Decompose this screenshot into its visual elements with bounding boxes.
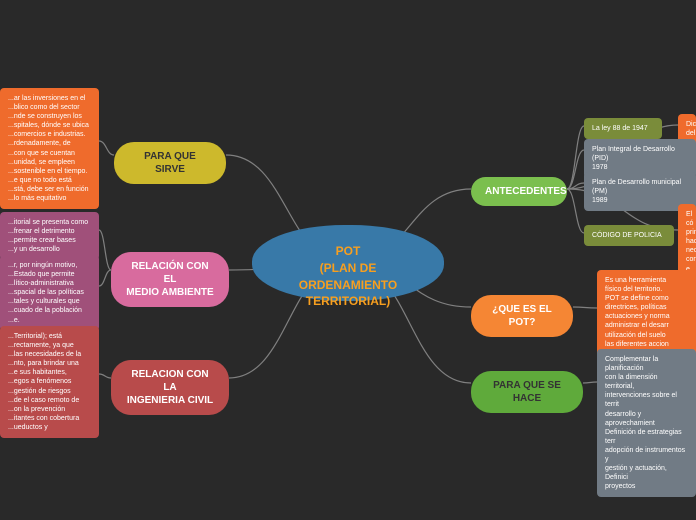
- antecedentes: ANTECEDENTES: [471, 177, 567, 206]
- para-que-sirve: PARA QUE SIRVE: [114, 142, 226, 184]
- leaf-node-node: ...r, por ningún motivo,...Estado que pe…: [0, 255, 99, 331]
- leaf-node-node: La ley 88 de 1947: [584, 118, 662, 139]
- leaf-node-node: ...ar las inversiones en el...blico como…: [0, 88, 99, 209]
- leaf-node-node: Complementar la planificacióncon la dime…: [597, 349, 696, 497]
- leaf-node-node: CÓDIGO DE POLICIA: [584, 225, 674, 246]
- rel-ing-civil: RELACION CON LAINGENIERIA CIVIL: [111, 360, 229, 415]
- para-que-hace: PARA QUE SE HACE: [471, 371, 583, 413]
- leaf-node-node: ...Territorial); está...rectamente, ya q…: [0, 326, 99, 438]
- rel-medio-amb: RELACIÓN CON ELMEDIO AMBIENTE: [111, 252, 229, 307]
- que-es: ¿QUE ES EL POT?: [471, 295, 573, 337]
- leaf-node-node: ...itorial se presenta como...frenar el …: [0, 212, 99, 260]
- center-pot: POT(PLAN DE ORDENAMIENTOTERRITORIAL): [252, 225, 444, 301]
